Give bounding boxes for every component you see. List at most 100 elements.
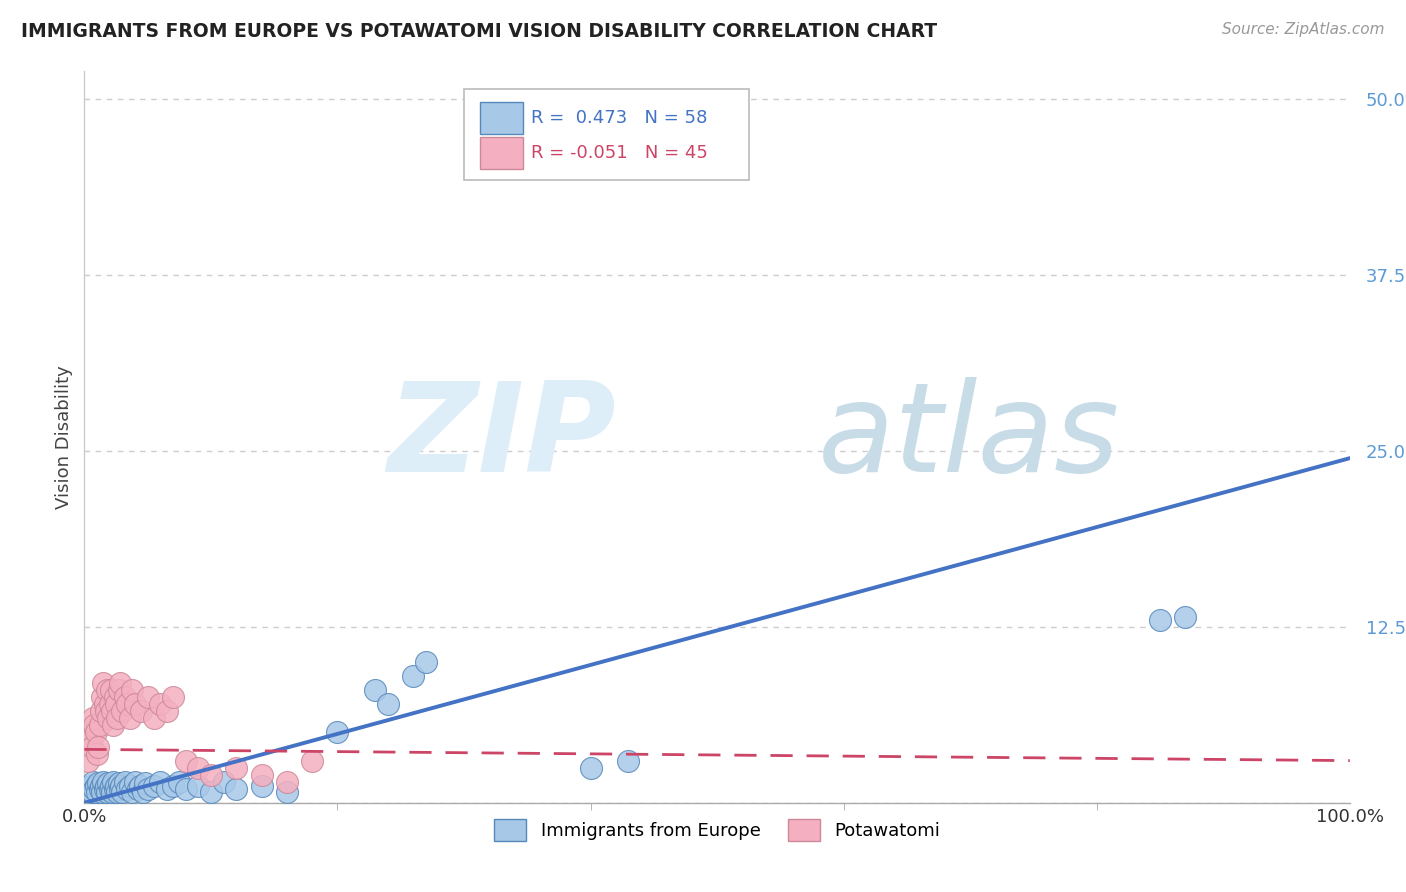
Point (79, 781, 101, 796)
Point (93, 774, 115, 789)
Point (111, 784, 134, 798)
Point (107, 683, 129, 698)
Point (98, 698, 121, 712)
Point (124, 698, 146, 712)
Point (136, 690, 159, 705)
Point (131, 784, 153, 798)
Point (118, 711, 141, 725)
Point (82, 711, 104, 725)
Point (174, 781, 197, 796)
Y-axis label: Vision Disability: Vision Disability (55, 365, 73, 509)
Point (110, 779, 132, 793)
Point (117, 781, 139, 796)
Point (79, 732, 103, 747)
Point (86, 747, 108, 761)
Point (91, 690, 114, 705)
Point (364, 683, 387, 698)
Point (402, 669, 425, 683)
FancyBboxPatch shape (481, 102, 523, 135)
Point (301, 754, 323, 768)
Point (276, 784, 298, 798)
Point (100, 779, 122, 793)
Point (187, 779, 209, 793)
Point (90, 779, 112, 793)
Point (84, 779, 107, 793)
Point (89, 718, 111, 732)
Point (118, 779, 141, 793)
Point (83, 718, 105, 732)
Point (77, 754, 100, 768)
Point (129, 705, 153, 719)
Point (82, 774, 104, 789)
Text: R =  0.473   N = 58: R = 0.473 N = 58 (531, 109, 707, 128)
Point (169, 774, 191, 789)
Text: atlas: atlas (818, 376, 1121, 498)
Point (105, 711, 128, 725)
Point (127, 781, 149, 796)
Point (79, 725, 101, 739)
Point (80, 784, 103, 798)
Point (617, 754, 640, 768)
Point (579, 761, 602, 775)
Legend: Immigrants from Europe, Potawatomi: Immigrants from Europe, Potawatomi (486, 812, 948, 848)
Point (124, 774, 146, 789)
Point (200, 767, 222, 781)
Point (105, 779, 127, 793)
Point (107, 776, 129, 790)
Point (93, 698, 115, 712)
Point (174, 754, 197, 768)
Point (149, 774, 172, 789)
Point (121, 683, 143, 698)
Point (97, 776, 120, 790)
Point (89, 781, 111, 796)
Point (103, 774, 125, 789)
Point (225, 781, 247, 796)
Point (200, 784, 222, 798)
Point (87, 739, 110, 754)
Point (101, 784, 124, 798)
FancyBboxPatch shape (464, 89, 749, 180)
Point (225, 761, 247, 775)
Point (143, 711, 166, 725)
Point (94, 705, 117, 719)
Point (212, 774, 235, 789)
Point (86, 784, 108, 798)
Text: ZIP: ZIP (387, 376, 616, 498)
Point (114, 690, 136, 705)
Point (96, 784, 118, 798)
Point (105, 784, 128, 798)
Point (104, 690, 127, 705)
Point (250, 767, 273, 781)
Text: Source: ZipAtlas.com: Source: ZipAtlas.com (1222, 22, 1385, 37)
Point (143, 779, 166, 793)
Point (87, 776, 110, 790)
Point (149, 698, 172, 712)
Point (83, 781, 105, 796)
Point (155, 705, 177, 719)
Point (111, 705, 134, 719)
Text: R = -0.051   N = 45: R = -0.051 N = 45 (531, 145, 709, 162)
Point (326, 725, 349, 739)
Point (103, 718, 125, 732)
Point (104, 781, 127, 796)
Point (79, 779, 103, 793)
Point (97, 711, 120, 725)
Point (134, 776, 156, 790)
Point (93, 676, 115, 690)
Point (98, 781, 121, 796)
Point (91, 784, 114, 798)
Point (108, 676, 131, 690)
Point (162, 779, 184, 793)
Point (93, 781, 115, 796)
Point (114, 774, 136, 789)
Point (250, 779, 273, 793)
Point (94, 779, 117, 793)
Text: IMMIGRANTS FROM EUROPE VS POTAWATOMI VISION DISABILITY CORRELATION CHART: IMMIGRANTS FROM EUROPE VS POTAWATOMI VIS… (21, 22, 938, 41)
Point (84, 725, 107, 739)
FancyBboxPatch shape (481, 137, 523, 169)
Point (101, 705, 124, 719)
Point (108, 781, 131, 796)
Point (155, 781, 177, 796)
Point (100, 683, 122, 698)
Point (96, 683, 118, 698)
